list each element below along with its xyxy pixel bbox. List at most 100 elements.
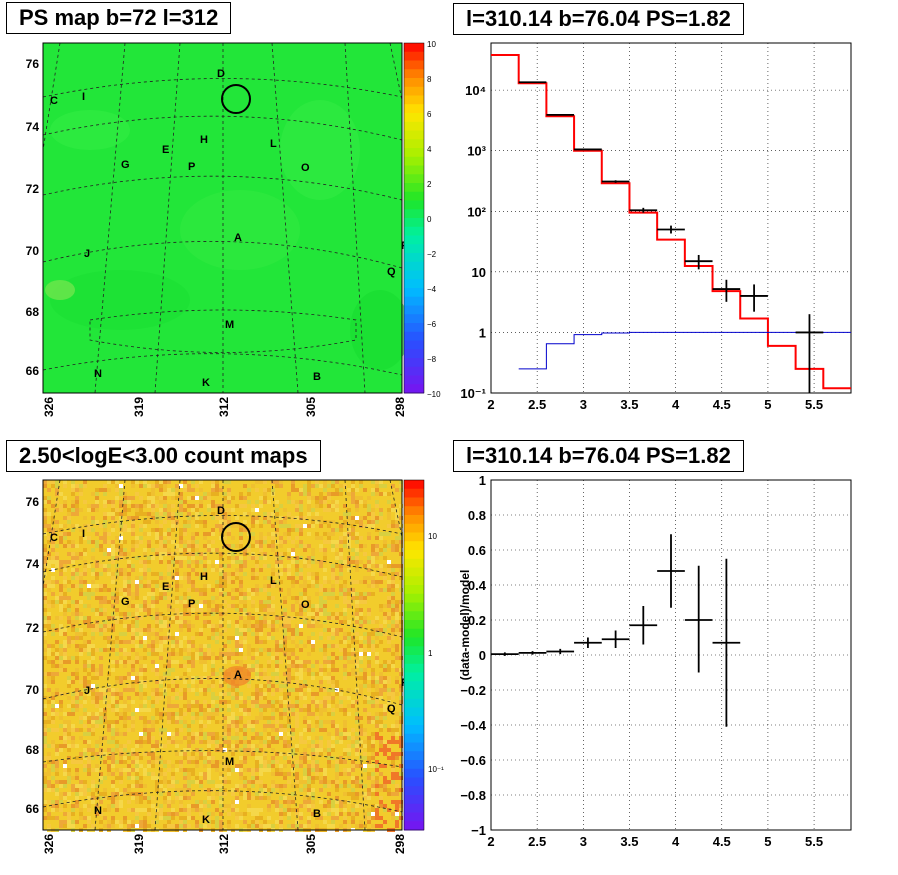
colorbar-cell bbox=[404, 200, 424, 210]
ps-cbar-tick: −10 bbox=[427, 390, 441, 399]
colorbar-cell bbox=[404, 698, 424, 708]
colorbar-cell bbox=[404, 637, 424, 647]
colorbar-cell bbox=[404, 51, 424, 61]
colorbar-cell bbox=[404, 751, 424, 761]
ps-cbar-tick: 4 bbox=[427, 145, 432, 154]
source-label: E bbox=[162, 144, 169, 156]
cm-x-tick: 305 bbox=[304, 834, 318, 854]
cm-cbar-tick: 10⁻¹ bbox=[428, 765, 444, 774]
source-label: K bbox=[202, 377, 210, 389]
colorbar-cell bbox=[404, 707, 424, 717]
source-label: L bbox=[270, 138, 277, 150]
colorbar-cell bbox=[404, 576, 424, 586]
colorbar-cell bbox=[404, 690, 424, 700]
cm-x-tick: 298 bbox=[393, 834, 407, 854]
residual-point bbox=[491, 652, 519, 656]
x-tick-label: 2 bbox=[487, 397, 494, 412]
x-tick-label: 3 bbox=[580, 397, 587, 412]
count-map-coordinate-grid bbox=[42, 479, 403, 831]
y-tick-label: 0.2 bbox=[468, 613, 486, 628]
x-tick-label: 4 bbox=[672, 397, 680, 412]
source-label: K bbox=[202, 814, 210, 826]
colorbar-cell bbox=[404, 488, 424, 498]
ps-x-tick: 326 bbox=[42, 397, 56, 417]
source-label: O bbox=[301, 599, 310, 611]
source-label: M bbox=[225, 756, 234, 768]
colorbar-cell bbox=[404, 611, 424, 621]
colorbar-cell bbox=[404, 130, 424, 140]
colorbar-cell bbox=[404, 620, 424, 630]
ps-y-tick: 74 bbox=[26, 120, 40, 134]
source-label: N bbox=[94, 805, 102, 817]
cm-x-tick: 326 bbox=[42, 834, 56, 854]
residual-point bbox=[546, 648, 575, 655]
y-tick-label: 0 bbox=[479, 648, 486, 663]
source-label: L bbox=[270, 575, 277, 587]
x-tick-label: 4.5 bbox=[713, 834, 731, 849]
residual-point bbox=[574, 637, 602, 648]
spectrum-frame bbox=[490, 42, 852, 394]
colorbar-cell bbox=[404, 375, 424, 385]
colorbar-cell bbox=[404, 43, 424, 53]
cm-y-tick: 70 bbox=[26, 683, 40, 697]
colorbar-cell bbox=[404, 218, 424, 228]
count-map-title: 2.50<logE<3.00 count maps bbox=[6, 440, 321, 472]
cm-y-tick: 72 bbox=[26, 621, 40, 635]
colorbar-cell bbox=[404, 288, 424, 298]
colorbar-cell bbox=[404, 795, 424, 805]
colorbar-cell bbox=[404, 340, 424, 350]
colorbar-cell bbox=[404, 148, 424, 158]
colorbar-cell bbox=[404, 244, 424, 254]
source-label: E bbox=[162, 581, 169, 593]
source-label: A bbox=[234, 669, 242, 681]
y-tick-label: 10 bbox=[472, 265, 486, 280]
ps-map-target-circle bbox=[221, 84, 251, 114]
y-tick-label: 0.8 bbox=[468, 508, 486, 523]
x-tick-label: 4 bbox=[672, 834, 680, 849]
data-point bbox=[657, 225, 685, 234]
colorbar-cell bbox=[404, 366, 424, 376]
colorbar-cell bbox=[404, 742, 424, 752]
colorbar-cell bbox=[404, 585, 424, 595]
colorbar-cell bbox=[404, 191, 424, 201]
data-point bbox=[518, 81, 547, 84]
colorbar-cell bbox=[404, 646, 424, 656]
ps-x-tick: 298 bbox=[393, 397, 407, 417]
ps-y-tick: 76 bbox=[26, 57, 40, 71]
source-label: M bbox=[225, 319, 234, 331]
source-label: O bbox=[301, 162, 310, 174]
ps-y-tick: 68 bbox=[26, 305, 40, 319]
x-tick-label: 3 bbox=[580, 834, 587, 849]
source-label: H bbox=[200, 134, 208, 146]
colorbar-cell bbox=[404, 523, 424, 533]
colorbar-cell bbox=[404, 716, 424, 726]
colorbar-border bbox=[403, 479, 425, 831]
x-tick-label: 4.5 bbox=[713, 397, 731, 412]
ps-cbar-tick: 10 bbox=[427, 40, 436, 49]
data-point bbox=[629, 207, 658, 213]
ps-map-frame bbox=[42, 42, 410, 394]
source-label: Q bbox=[387, 703, 396, 715]
source-label: D bbox=[217, 505, 225, 517]
x-tick-label: 5.5 bbox=[805, 397, 823, 412]
ps-map-x-axis: 326 319 312 305 298 bbox=[42, 397, 407, 417]
colorbar-cell bbox=[404, 672, 424, 682]
y-tick-label: −0.8 bbox=[460, 788, 486, 803]
ps-map-colorbar-labels: 10 8 6 4 2 0 −2 −4 −6 −8 −10 bbox=[427, 40, 441, 399]
x-tick-label: 2.5 bbox=[528, 834, 546, 849]
ps-cbar-tick: 2 bbox=[427, 180, 432, 189]
colorbar-cell bbox=[404, 305, 424, 315]
colorbar-cell bbox=[404, 821, 424, 831]
count-map-noise bbox=[43, 480, 403, 832]
y-tick-label: 10⁴ bbox=[465, 83, 486, 98]
colorbar-cell bbox=[404, 156, 424, 166]
ps-cbar-tick: −2 bbox=[427, 250, 437, 259]
ps-x-tick: 305 bbox=[304, 397, 318, 417]
residual-y-axis-label: (data-model)/model bbox=[458, 570, 472, 681]
count-map-colorbar-labels: 10 1 10⁻¹ bbox=[428, 532, 444, 774]
count-map-frame bbox=[42, 479, 403, 832]
source-label: J bbox=[84, 248, 90, 260]
x-tick-label: 5.5 bbox=[805, 834, 823, 849]
ps-cbar-tick: 6 bbox=[427, 110, 432, 119]
